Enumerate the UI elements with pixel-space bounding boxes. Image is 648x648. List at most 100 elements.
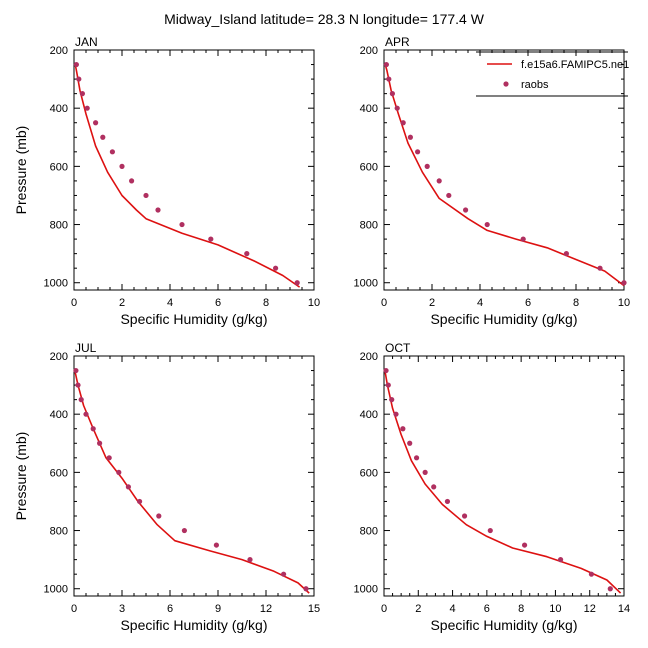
y-tick-label: 800 bbox=[360, 526, 378, 538]
x-tick-label: 0 bbox=[71, 297, 77, 309]
obs-point bbox=[463, 207, 469, 213]
obs-point bbox=[389, 397, 395, 403]
y-tick-label: 400 bbox=[360, 409, 378, 421]
x-tick-label: 8 bbox=[263, 297, 269, 309]
plot-frame bbox=[383, 49, 625, 291]
y-tick-label: 1000 bbox=[354, 278, 378, 290]
obs-point bbox=[213, 542, 219, 548]
obs-point bbox=[415, 149, 421, 155]
obs-point bbox=[137, 498, 143, 505]
x-tick-label: 10 bbox=[308, 297, 320, 309]
x-tick-label: 8 bbox=[518, 603, 524, 615]
panel-jan: 0 2 4 6 8 10 200 400 600 800 1000 JAN Specific Humid… bbox=[13, 35, 320, 327]
obs-point bbox=[400, 426, 406, 432]
panel-jul: 0 3 6 9 12 15 200 400 600 800 1000 JUL Specific Humi… bbox=[13, 341, 320, 633]
y-axis-label: Pressure (mb) bbox=[13, 126, 29, 215]
obs-point bbox=[383, 61, 389, 68]
obs-point bbox=[143, 192, 149, 199]
y-tick-label: 800 bbox=[50, 526, 68, 538]
y-tick-label: 1000 bbox=[44, 584, 68, 596]
obs-point bbox=[484, 221, 490, 228]
obs-point bbox=[273, 265, 279, 271]
x-axis-label: Specific Humidity (g/kg) bbox=[430, 617, 577, 633]
x-tick-label: 4 bbox=[477, 297, 483, 309]
x-tick-label: 2 bbox=[119, 297, 125, 309]
y-tick-label: 600 bbox=[360, 161, 378, 173]
obs-point bbox=[557, 557, 564, 563]
obs-point bbox=[79, 91, 85, 97]
obs-point bbox=[461, 513, 468, 519]
x-tick-label: 6 bbox=[525, 297, 531, 309]
obs-point bbox=[179, 221, 185, 228]
obs-point bbox=[444, 498, 451, 505]
obs-point bbox=[407, 134, 413, 140]
obs-point bbox=[90, 426, 96, 432]
legend: f.e15a6.FAMIPC5.ne1 raobs bbox=[476, 51, 629, 97]
x-tick-label: 12 bbox=[260, 603, 272, 615]
panel-apr: 0 2 4 6 8 10 200 400 600 800 1000 APR Specific Humid… bbox=[354, 35, 631, 327]
obs-point bbox=[125, 484, 131, 490]
obs-point bbox=[597, 265, 603, 271]
x-tick-label: 6 bbox=[215, 297, 221, 309]
obs-point bbox=[73, 367, 79, 374]
obs-point bbox=[84, 105, 90, 111]
obs-point bbox=[97, 440, 103, 446]
obs-point bbox=[385, 382, 391, 388]
obs-point bbox=[73, 61, 79, 68]
obs-point bbox=[413, 455, 420, 461]
x-tick-label: 2 bbox=[415, 603, 421, 615]
x-tick-label: 8 bbox=[573, 297, 579, 309]
obs-point bbox=[424, 163, 430, 169]
obs-point bbox=[521, 542, 528, 548]
y-tick-label: 200 bbox=[360, 351, 378, 363]
obs-point bbox=[181, 527, 187, 534]
y-tick-label: 400 bbox=[50, 409, 68, 421]
obs-point bbox=[520, 236, 526, 242]
x-tick-label: 10 bbox=[549, 603, 561, 615]
obs-point bbox=[155, 207, 161, 213]
legend-model-label: f.e15a6.FAMIPC5.ne1 bbox=[521, 59, 629, 71]
y-tick-label: 200 bbox=[50, 45, 68, 57]
y-tick-label: 400 bbox=[50, 103, 68, 115]
obs-point bbox=[78, 397, 84, 403]
obs-point bbox=[156, 513, 162, 519]
x-tick-label: 6 bbox=[484, 603, 490, 615]
x-tick-label: 9 bbox=[215, 603, 221, 615]
x-tick-label: 10 bbox=[618, 297, 630, 309]
x-axis-label: Specific Humidity (g/kg) bbox=[120, 311, 267, 327]
obs-point bbox=[400, 120, 406, 126]
panel-label: JAN bbox=[75, 35, 98, 49]
plot-frame bbox=[73, 355, 315, 597]
x-tick-label: 3 bbox=[119, 603, 125, 615]
model-line bbox=[384, 64, 625, 287]
plot-frame bbox=[73, 49, 315, 291]
x-tick-label: 0 bbox=[381, 603, 387, 615]
obs-point bbox=[75, 382, 81, 388]
x-tick-label: 14 bbox=[618, 603, 630, 615]
obs-point bbox=[93, 120, 99, 126]
obs-point bbox=[247, 557, 253, 563]
obs-point bbox=[394, 105, 400, 111]
panel-label: JUL bbox=[75, 341, 97, 355]
panel-oct: 0 2 4 6 8 10 12 14 200 400 600 800 1000 OCT Specific H… bbox=[354, 341, 631, 633]
panel-label: OCT bbox=[385, 341, 411, 355]
obs-point bbox=[422, 469, 428, 475]
obs-point bbox=[208, 236, 214, 242]
obs-point bbox=[119, 163, 125, 169]
y-tick-label: 600 bbox=[50, 467, 68, 479]
obs-point bbox=[393, 411, 399, 417]
y-tick-label: 1000 bbox=[354, 584, 378, 596]
y-tick-label: 600 bbox=[50, 161, 68, 173]
x-axis-label: Specific Humidity (g/kg) bbox=[120, 617, 267, 633]
y-tick-label: 600 bbox=[360, 467, 378, 479]
y-tick-label: 1000 bbox=[44, 278, 68, 290]
obs-point bbox=[303, 586, 309, 592]
x-tick-label: 12 bbox=[584, 603, 596, 615]
legend-obs-label: raobs bbox=[521, 79, 549, 91]
obs-point bbox=[407, 440, 413, 446]
obs-point bbox=[431, 484, 437, 490]
x-tick-label: 0 bbox=[71, 603, 77, 615]
obs-point bbox=[83, 411, 89, 417]
